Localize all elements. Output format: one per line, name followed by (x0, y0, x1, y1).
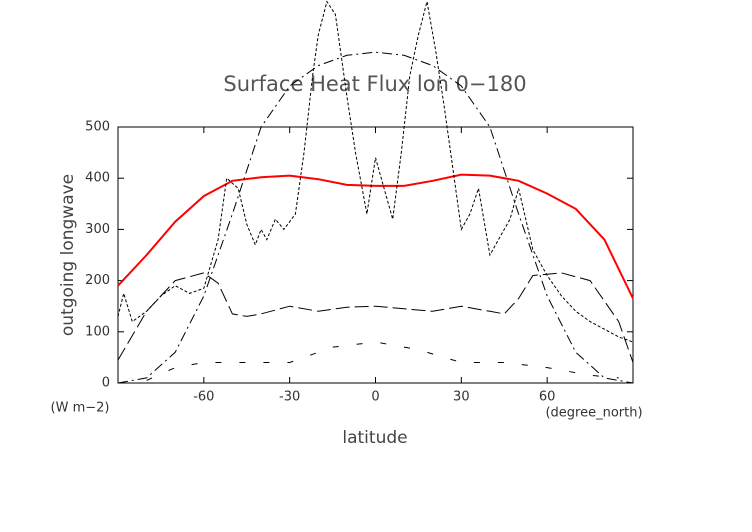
chart-title: Surface Heat Flux lon 0−180 (223, 72, 526, 96)
y-tick-label: 0 (102, 376, 110, 391)
x-tick-label: -60 (193, 390, 214, 405)
y-unit: (W m−2) (51, 401, 110, 416)
y-axis-label: outgoing longwave (58, 174, 78, 336)
series-line (117, 173, 634, 299)
y-tick-label: 500 (85, 120, 110, 135)
series-line (117, 272, 634, 363)
y-tick-label: 300 (85, 222, 110, 237)
y-tick-label: 400 (85, 171, 110, 186)
y-tick-label: 200 (85, 273, 110, 288)
x-tick-label: 30 (453, 390, 470, 405)
x-tick-label: 60 (539, 390, 556, 405)
plot-frame (117, 126, 634, 384)
series-line (117, 51, 634, 384)
x-tick-label: 0 (371, 390, 379, 405)
y-tick-label: 100 (85, 324, 110, 339)
x-unit: (degree_north) (545, 406, 642, 421)
series-line (117, 0, 634, 343)
x-axis-label: latitude (342, 428, 407, 448)
series-line (146, 341, 619, 381)
x-tick-label: -30 (279, 390, 300, 405)
